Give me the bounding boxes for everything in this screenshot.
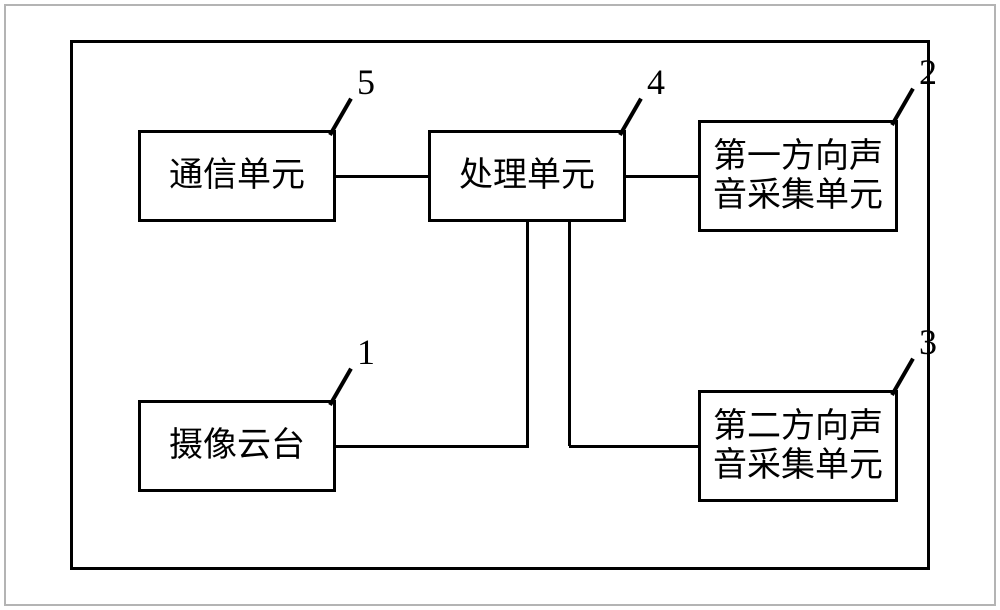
- callout-number-n3: 3: [919, 321, 937, 363]
- callout-number-n5: 5: [357, 61, 375, 103]
- ortho-edge-h-0: [336, 445, 529, 448]
- node-n2: 第一方向声 音采集单元: [698, 120, 898, 232]
- node-n3-label: 第二方向声 音采集单元: [713, 407, 883, 485]
- node-n1: 摄像云台: [138, 400, 336, 492]
- node-n4: 处理单元: [428, 130, 626, 222]
- edge-n5-n4: [336, 175, 428, 178]
- callout-number-n2: 2: [919, 51, 937, 93]
- node-n3: 第二方向声 音采集单元: [698, 390, 898, 502]
- node-n2-label: 第一方向声 音采集单元: [713, 137, 883, 215]
- ortho-edge-h-1: [569, 445, 698, 448]
- node-n4-label: 处理单元: [459, 156, 595, 195]
- ortho-edge-v-1: [568, 222, 571, 446]
- ortho-edge-v-0: [526, 222, 529, 446]
- edge-n4-n2: [626, 175, 698, 178]
- node-n1-label: 摄像云台: [169, 426, 305, 465]
- diagram-canvas: 通信单元 5 处理单元 4 第一方向声 音采集单元 2 摄像云台 1 第二方向声 音采集单元 3: [0, 0, 1000, 610]
- callout-number-n1: 1: [357, 331, 375, 373]
- node-n5: 通信单元: [138, 130, 336, 222]
- callout-number-n4: 4: [647, 61, 665, 103]
- node-n5-label: 通信单元: [169, 156, 305, 195]
